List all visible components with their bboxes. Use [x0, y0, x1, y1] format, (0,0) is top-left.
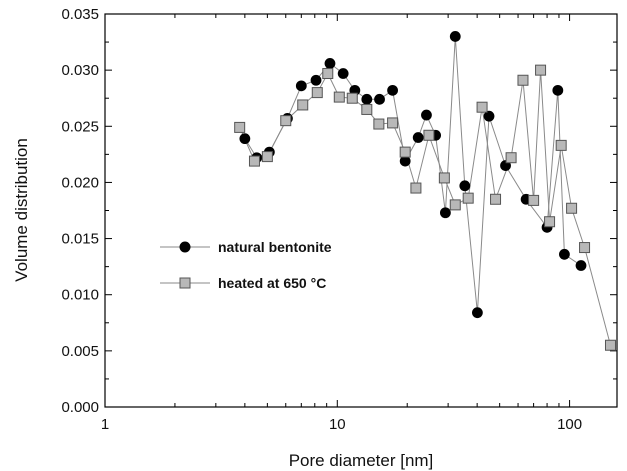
data-point-heated: [346, 92, 358, 104]
data-point-heated: [373, 118, 385, 130]
data-point-heated: [387, 117, 399, 129]
data-point-heated: [505, 152, 517, 164]
data-point-heated: [476, 101, 488, 113]
x-tick-label: 1: [101, 416, 109, 433]
data-point-heated: [438, 172, 450, 184]
data-point-natural-bentonite: [421, 109, 432, 121]
legend-marker-heated: [179, 277, 191, 289]
data-point-heated: [311, 87, 323, 99]
series-line-natural-bentonite: [244, 36, 582, 313]
axis-ticks: 0.000 0.005 0.010 0.015 0.020 0.025 0.030 0.035…: [61, 6, 617, 433]
y-tick-label: 0.030: [61, 62, 99, 79]
y-tick-label: 0.035: [61, 6, 99, 23]
y-tick-label: 0.000: [61, 399, 99, 416]
y-tick-label: 0.015: [61, 231, 99, 248]
data-point-heated: [234, 121, 246, 133]
data-point-heated: [490, 193, 502, 205]
data-point-heated: [333, 91, 345, 103]
data-point-heated: [361, 103, 373, 115]
data-point-heated: [579, 242, 591, 254]
legend-marker-natural-bentonite: [179, 241, 191, 253]
legend-label-natural-bentonite: natural bentonite: [218, 239, 332, 255]
data-point-heated: [462, 192, 474, 204]
series-layer: [234, 31, 616, 351]
data-point-heated: [297, 99, 309, 111]
data-point-natural-bentonite: [295, 80, 307, 92]
data-point-natural-bentonite: [387, 84, 398, 96]
legend-label-heated: heated at 650 °C: [218, 275, 326, 291]
data-point-heated: [261, 151, 273, 163]
data-point-heated: [449, 199, 461, 211]
data-point-natural-bentonite: [310, 74, 322, 86]
data-point-natural-bentonite: [239, 133, 251, 145]
data-point-natural-bentonite: [449, 31, 461, 42]
data-point-natural-bentonite: [439, 207, 451, 219]
data-point-natural-bentonite: [552, 84, 564, 96]
data-point-heated: [528, 194, 540, 206]
y-tick-label: 0.020: [61, 174, 99, 191]
y-tick-label: 0.025: [61, 118, 99, 135]
data-point-heated: [517, 74, 529, 86]
data-point-heated: [410, 182, 422, 194]
y-axis-title: Volume distribution: [12, 138, 31, 282]
data-point-heated: [248, 155, 260, 167]
data-point-heated: [322, 68, 334, 80]
data-point-heated: [535, 64, 547, 76]
data-point-heated: [280, 115, 292, 127]
legend: natural bentonite heated at 650 °C: [160, 239, 332, 291]
x-tick-label: 100: [557, 416, 582, 433]
data-point-natural-bentonite: [374, 93, 385, 105]
data-point-natural-bentonite: [324, 58, 336, 69]
data-point-heated: [544, 216, 556, 228]
data-point-natural-bentonite: [471, 307, 483, 319]
x-axis-title: Pore diameter [nm]: [289, 451, 434, 470]
data-point-heated: [604, 339, 616, 351]
data-point-natural-bentonite: [459, 180, 471, 192]
y-tick-label: 0.010: [61, 287, 99, 304]
data-point-natural-bentonite: [483, 110, 495, 122]
data-point-heated: [555, 139, 567, 151]
x-tick-label: 10: [329, 416, 346, 433]
data-point-natural-bentonite: [559, 248, 570, 260]
data-point-natural-bentonite: [337, 68, 349, 79]
data-point-natural-bentonite: [575, 260, 587, 271]
data-point-heated: [566, 202, 578, 214]
y-tick-label: 0.005: [61, 343, 99, 360]
data-point-heated: [399, 146, 411, 158]
data-point-natural-bentonite: [361, 93, 373, 105]
data-point-heated: [423, 129, 435, 141]
data-point-natural-bentonite: [412, 132, 424, 143]
